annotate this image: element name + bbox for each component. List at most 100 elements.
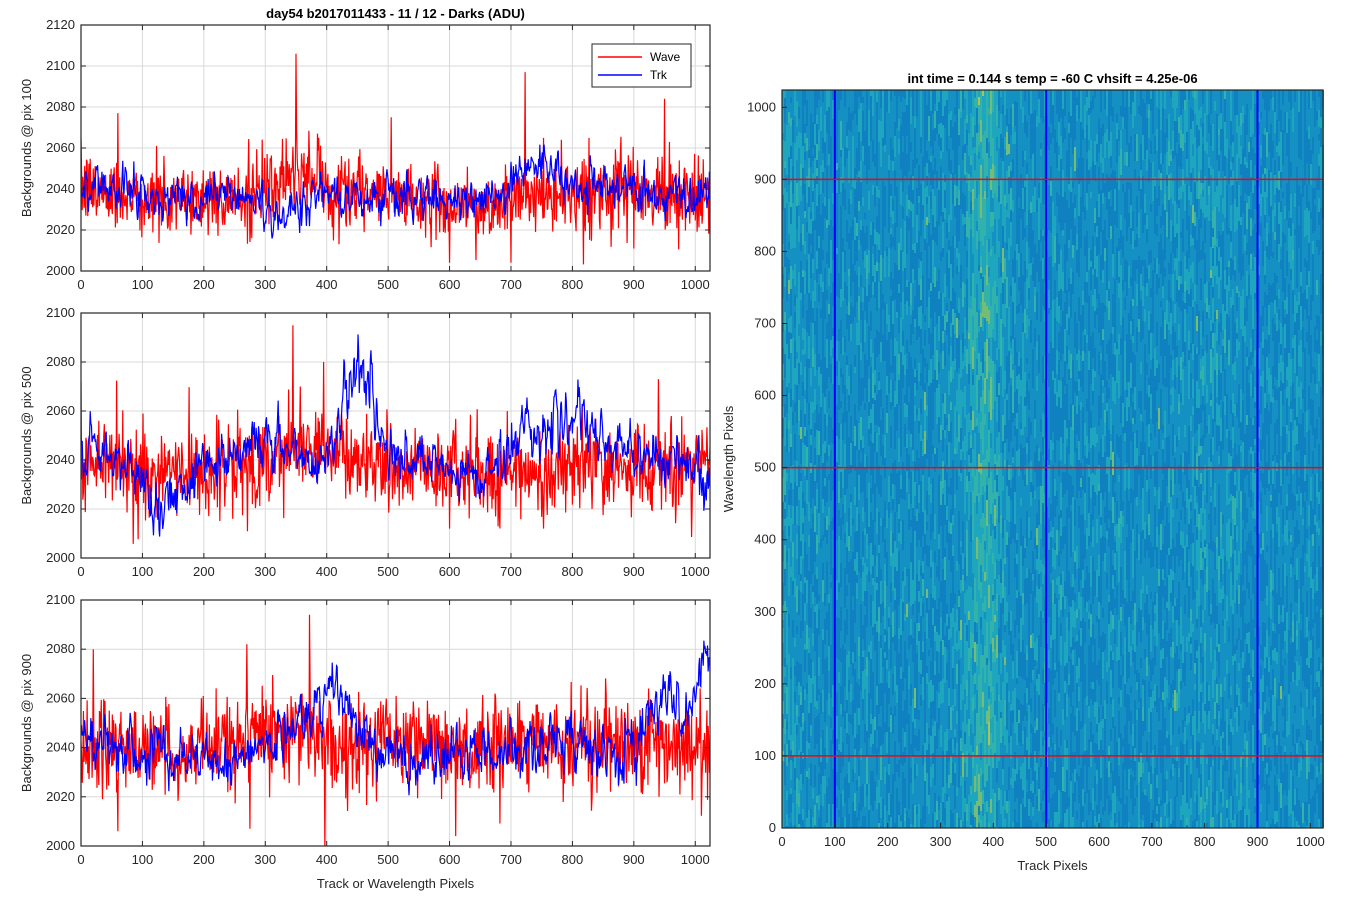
- heatmap-cell: [986, 321, 988, 339]
- heatmap-cell: [850, 416, 852, 443]
- heatmap-cell: [908, 649, 910, 656]
- x-tick-label: 500: [377, 277, 399, 292]
- heatmap-cell: [972, 768, 974, 789]
- heatmap-cell: [932, 130, 934, 137]
- heatmap-cell: [942, 540, 944, 559]
- heatmap-cell: [832, 328, 834, 336]
- heatmap-cell: [916, 814, 918, 828]
- heatmap-cell: [866, 757, 868, 784]
- heatmap-cell: [802, 594, 804, 607]
- heatmap-cell: [868, 191, 870, 210]
- heatmap-cell: [790, 316, 792, 333]
- heatmap-cell: [968, 803, 970, 828]
- heatmap-cell: [970, 406, 972, 420]
- heatmap-cell: [786, 539, 788, 551]
- heatmap-cell: [882, 294, 884, 309]
- heatmap-cell: [810, 508, 812, 528]
- heatmap-cell: [944, 525, 946, 548]
- heatmap-cell: [942, 351, 944, 369]
- heatmap-cell: [920, 576, 922, 598]
- heatmap-cell: [812, 221, 814, 239]
- heatmap-cell: [908, 282, 910, 306]
- heatmap-cell: [964, 643, 966, 668]
- heatmap-cell: [856, 583, 858, 599]
- heatmap-cell: [782, 530, 784, 547]
- heatmap-cell: [932, 649, 934, 674]
- heatmap-cell: [960, 620, 962, 640]
- heatmap-cell: [938, 373, 940, 384]
- heatmap-cell: [964, 297, 966, 317]
- heatmap-cell: [938, 708, 940, 729]
- heatmap-cell: [854, 180, 856, 189]
- heatmap-cell: [986, 450, 988, 471]
- heatmap-cell: [954, 467, 956, 494]
- heatmap-cell: [828, 572, 830, 594]
- heatmap-cell: [822, 776, 824, 783]
- heatmap-cell: [874, 717, 876, 730]
- heatmap-cell: [988, 823, 990, 828]
- heatmap-cell: [806, 371, 808, 382]
- heatmap-cell: [986, 735, 988, 750]
- heatmap-cell: [786, 125, 788, 132]
- heatmap-cell: [942, 331, 944, 343]
- heatmap-cell: [816, 405, 818, 413]
- heatmap-cell: [866, 688, 868, 704]
- heatmap-cell: [972, 254, 974, 273]
- heatmap-cell: [832, 669, 834, 679]
- heatmap-cell: [794, 423, 796, 434]
- heatmap-cell: [946, 604, 948, 614]
- heatmap-cell: [830, 749, 832, 774]
- heatmap-cell: [980, 463, 982, 474]
- heatmap-cell: [890, 583, 892, 602]
- heatmap-cell: [988, 356, 990, 372]
- heatmap-cell: [794, 666, 796, 676]
- heatmap-cell: [976, 442, 978, 469]
- heatmap-cell: [802, 328, 804, 340]
- heatmap-cell: [928, 463, 930, 477]
- heatmap-cell: [810, 608, 812, 628]
- heatmap-cell: [984, 492, 986, 518]
- heatmap-cell: [812, 155, 814, 161]
- heatmap-cell: [968, 770, 970, 795]
- heatmap-cell: [852, 323, 854, 347]
- heatmap-cell: [866, 384, 868, 402]
- heatmap-cell: [878, 466, 880, 486]
- heatmap-cell: [880, 648, 882, 666]
- heatmap-cell: [810, 659, 812, 678]
- heatmap-cell: [788, 359, 790, 383]
- heatmap-cell: [942, 722, 944, 741]
- heatmap-cell: [954, 107, 956, 115]
- heatmap-cell: [948, 788, 950, 797]
- heatmap-cell: [808, 749, 810, 768]
- heatmap-cell: [844, 643, 846, 649]
- heatmap-cell: [960, 378, 962, 390]
- heatmap-cell: [812, 259, 814, 273]
- heatmap-cell: [798, 717, 800, 723]
- heatmap-cell: [978, 105, 980, 124]
- heatmap-cell: [944, 90, 946, 106]
- heatmap-cell: [906, 254, 908, 280]
- heatmap-cell: [858, 132, 860, 141]
- heatmap-cell: [878, 332, 880, 354]
- heatmap-cell: [854, 302, 856, 311]
- heatmap-cell: [882, 198, 884, 216]
- heatmap-cell: [866, 161, 868, 184]
- heatmap-cell: [800, 638, 802, 664]
- heatmap-cell: [982, 754, 984, 774]
- heatmap-cell: [874, 801, 876, 824]
- y-tick-label: 2100: [46, 592, 75, 607]
- heatmap-cell: [812, 191, 814, 202]
- heatmap-cell: [898, 154, 900, 168]
- heatmap-cell: [906, 116, 908, 136]
- heatmap-cell: [784, 404, 786, 417]
- heatmap-cell: [970, 349, 972, 364]
- heatmap-cell: [816, 100, 818, 108]
- heatmap-cell: [980, 707, 982, 726]
- heatmap-cell: [936, 424, 938, 448]
- heatmap-cell: [800, 209, 802, 233]
- heatmap-cell: [824, 769, 826, 776]
- heatmap-cell: [796, 423, 798, 443]
- heatmap-cell: [964, 812, 966, 828]
- heatmap-cell: [788, 136, 790, 157]
- heatmap-cell: [858, 211, 860, 234]
